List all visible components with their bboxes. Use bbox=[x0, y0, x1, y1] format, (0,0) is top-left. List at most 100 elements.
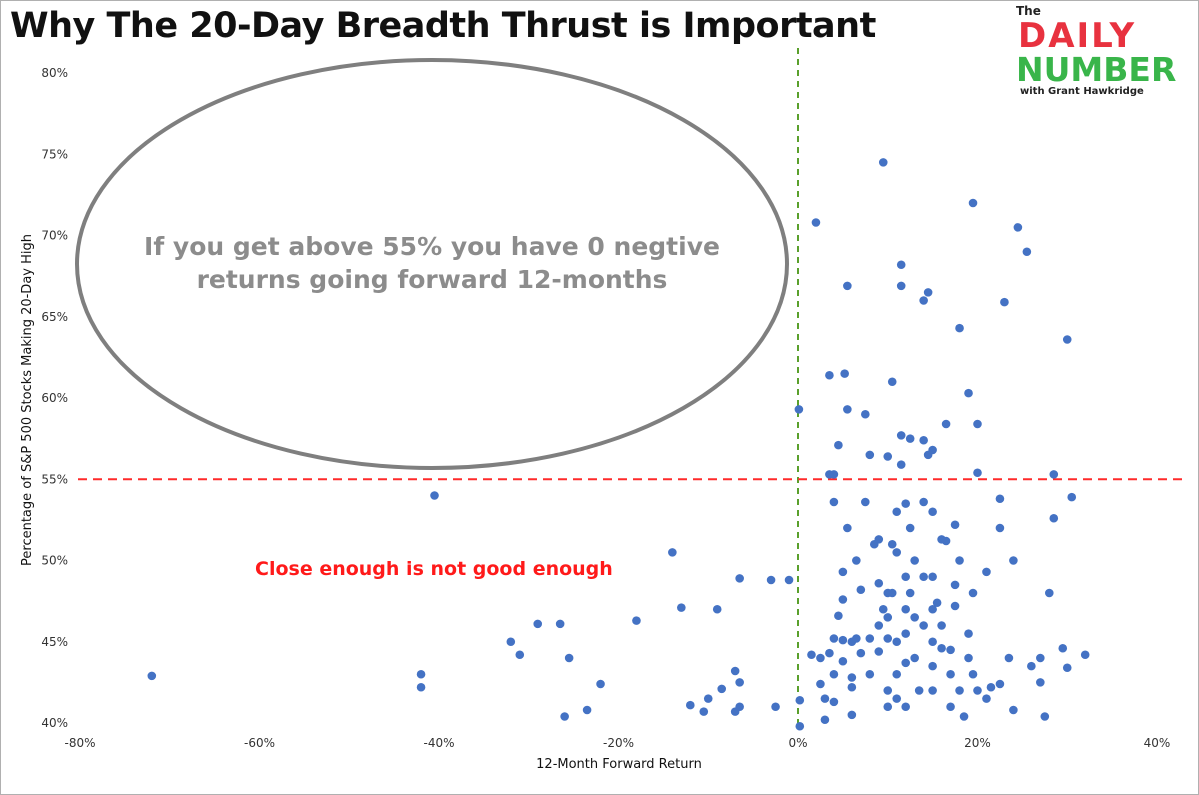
data-point bbox=[766, 575, 776, 585]
data-point bbox=[1040, 712, 1050, 721]
y-tick-label: 45% bbox=[41, 635, 68, 649]
data-point bbox=[838, 656, 848, 666]
data-point bbox=[946, 645, 955, 655]
data-point bbox=[712, 604, 722, 614]
data-point bbox=[892, 694, 902, 703]
x-tick-label: 20% bbox=[964, 736, 991, 750]
data-point bbox=[703, 694, 713, 703]
data-point bbox=[892, 637, 902, 647]
data-point bbox=[147, 671, 157, 681]
data-point bbox=[820, 715, 830, 725]
y-tick-label: 65% bbox=[41, 310, 68, 324]
data-point bbox=[847, 682, 857, 692]
data-point bbox=[735, 702, 744, 712]
data-point bbox=[919, 435, 928, 445]
data-point bbox=[838, 567, 848, 577]
data-point bbox=[941, 536, 951, 546]
data-point bbox=[901, 629, 910, 638]
data-point bbox=[699, 707, 709, 716]
data-point bbox=[838, 595, 848, 604]
data-point bbox=[950, 520, 960, 530]
data-point bbox=[735, 574, 744, 583]
data-point bbox=[919, 572, 928, 582]
data-point bbox=[914, 686, 924, 695]
data-point bbox=[820, 694, 830, 703]
data-point bbox=[829, 470, 839, 479]
data-point bbox=[896, 260, 906, 270]
data-point bbox=[878, 158, 888, 167]
data-point bbox=[901, 658, 910, 668]
x-axis-label: 12-Month Forward Return bbox=[536, 757, 702, 772]
data-point bbox=[1022, 247, 1032, 257]
x-tick-label: -40% bbox=[423, 736, 454, 750]
page-title: Why The 20-Day Breadth Thrust is Importa… bbox=[10, 6, 876, 46]
data-point bbox=[928, 604, 937, 614]
data-point bbox=[843, 405, 852, 414]
data-point bbox=[506, 637, 516, 647]
data-point bbox=[1000, 297, 1009, 307]
data-point bbox=[816, 679, 825, 689]
data-point bbox=[843, 281, 852, 291]
data-point bbox=[1013, 223, 1023, 232]
data-point bbox=[986, 682, 996, 692]
data-point bbox=[995, 494, 1005, 504]
data-point bbox=[717, 684, 727, 694]
data-point bbox=[816, 653, 825, 663]
data-point bbox=[1062, 663, 1072, 673]
data-point bbox=[1058, 643, 1068, 653]
data-point bbox=[901, 604, 910, 614]
data-point bbox=[896, 460, 906, 469]
data-point bbox=[1004, 653, 1014, 663]
data-point bbox=[677, 603, 686, 612]
data-point bbox=[883, 702, 893, 712]
data-point bbox=[910, 653, 919, 663]
data-point bbox=[811, 218, 821, 227]
data-point bbox=[807, 650, 816, 660]
data-point bbox=[1080, 650, 1090, 660]
data-point bbox=[829, 697, 839, 707]
data-point bbox=[735, 678, 744, 687]
x-tick-label: -80% bbox=[64, 736, 95, 750]
data-point bbox=[937, 621, 946, 630]
data-point bbox=[1009, 705, 1018, 715]
data-point bbox=[771, 702, 780, 712]
data-point bbox=[843, 523, 852, 533]
data-point bbox=[982, 694, 991, 703]
data-point bbox=[874, 621, 884, 630]
data-point bbox=[1049, 470, 1059, 479]
data-point bbox=[1036, 653, 1045, 663]
data-point bbox=[928, 661, 937, 671]
data-point bbox=[964, 653, 973, 663]
data-point bbox=[946, 702, 955, 712]
logo-daily-text: DAILY bbox=[1018, 16, 1137, 56]
data-point bbox=[928, 572, 937, 582]
data-point bbox=[834, 611, 843, 621]
data-point bbox=[910, 613, 919, 622]
data-point bbox=[874, 578, 884, 588]
ellipse-annotation-line-2: returns going forward 12-months bbox=[197, 265, 668, 294]
x-tick-label: 0% bbox=[788, 736, 807, 750]
data-point bbox=[1062, 335, 1072, 344]
data-point bbox=[852, 634, 861, 643]
data-point bbox=[795, 721, 805, 731]
data-point bbox=[955, 556, 964, 565]
data-point bbox=[1067, 492, 1077, 502]
data-point bbox=[686, 700, 695, 710]
data-point bbox=[968, 588, 978, 598]
x-axis-ticks: -80% -60% -40% -20% 0% 20% 40% bbox=[64, 736, 1170, 750]
data-point bbox=[668, 548, 677, 557]
data-point bbox=[905, 588, 915, 598]
data-point bbox=[1027, 661, 1036, 671]
data-point bbox=[829, 669, 839, 679]
ellipse-annotation-line-1: If you get above 55% you have 0 negtive bbox=[144, 232, 720, 261]
data-point bbox=[1009, 556, 1018, 565]
x-tick-label: 40% bbox=[1144, 736, 1171, 750]
data-point bbox=[973, 419, 982, 429]
data-point bbox=[829, 497, 839, 507]
y-tick-label: 75% bbox=[41, 147, 68, 161]
logo-number-text: NUMBER bbox=[1016, 50, 1177, 89]
data-point bbox=[861, 409, 870, 419]
data-point bbox=[856, 648, 866, 658]
daily-number-logo: The DAILY NUMBER with Grant Hawkridge bbox=[1012, 2, 1198, 100]
data-point bbox=[896, 281, 906, 291]
